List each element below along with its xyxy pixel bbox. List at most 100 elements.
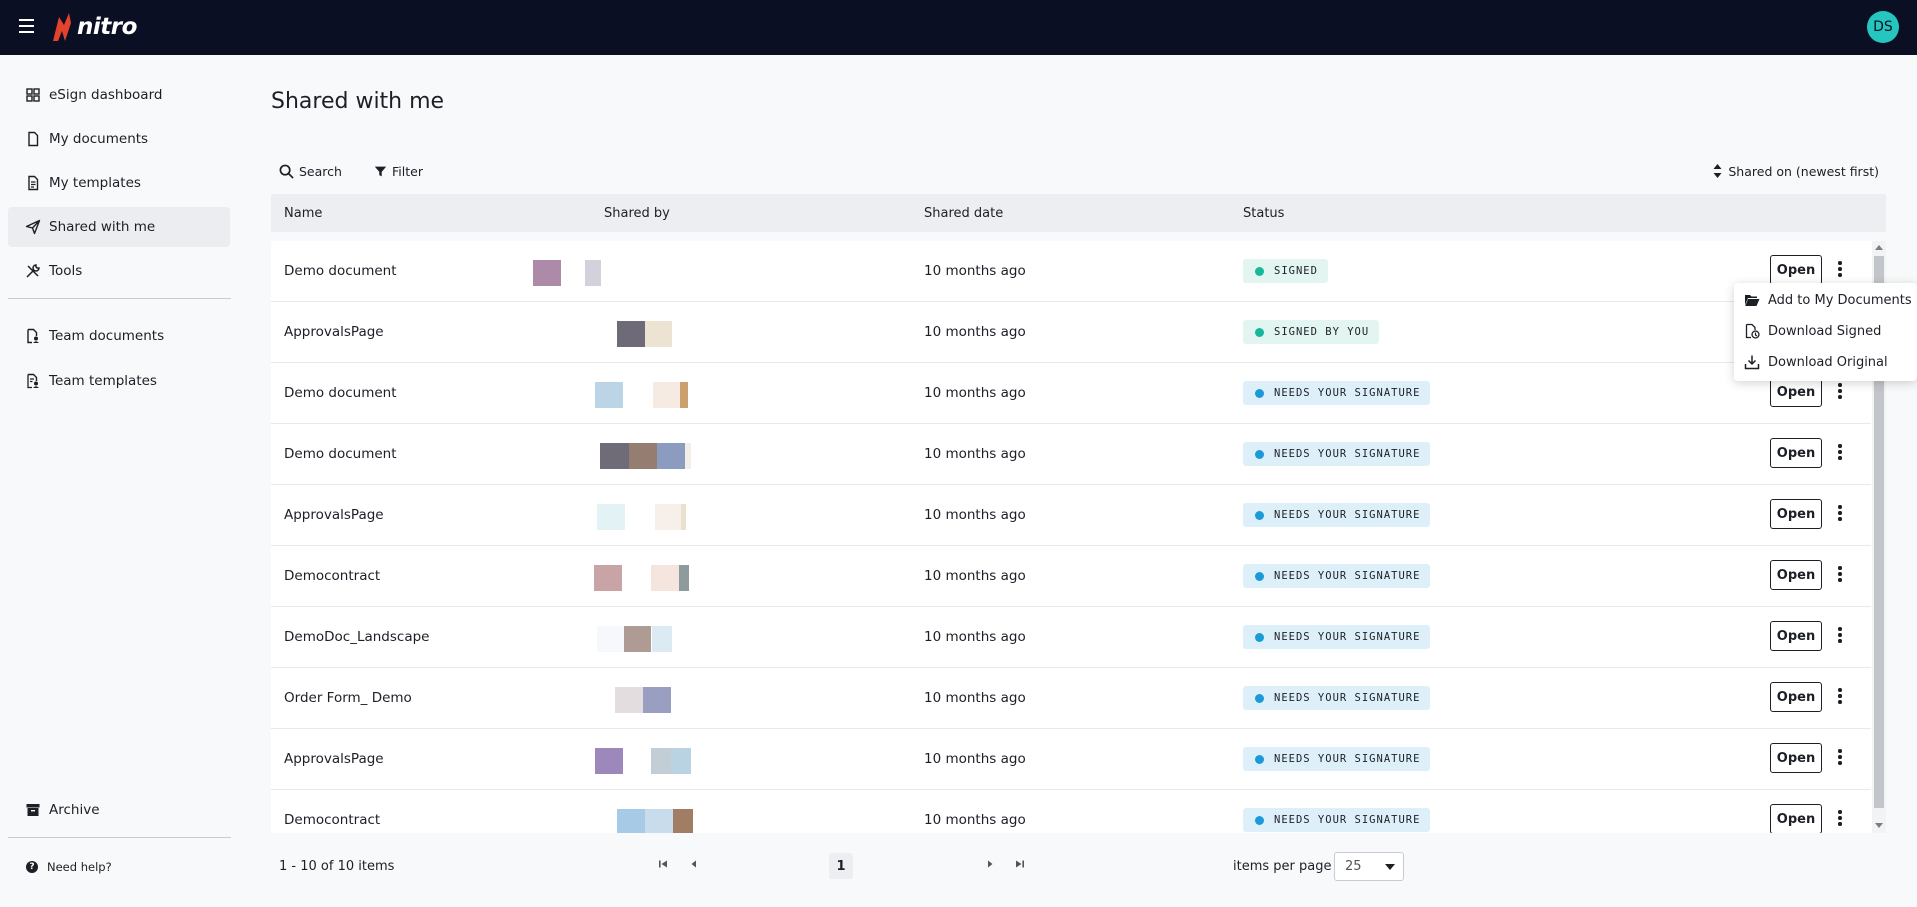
sidebar-item-shared-with-me[interactable]: Shared with me xyxy=(8,207,230,247)
column-header-shared-date[interactable]: Shared date xyxy=(924,206,1004,221)
sidebar-item-archive[interactable]: Archive xyxy=(8,790,230,830)
kebab-dot xyxy=(1838,810,1842,814)
table-row[interactable]: ApprovalsPage 10 months ago NEEDS YOUR SIG… xyxy=(271,485,1871,546)
page-number-current[interactable]: 1 xyxy=(829,853,853,879)
column-header-name[interactable]: Name xyxy=(284,206,323,221)
kebab-dot xyxy=(1838,383,1842,387)
status-dot-icon xyxy=(1255,327,1264,337)
open-button[interactable]: Open xyxy=(1770,377,1822,407)
document-name: Order Form_ Demo xyxy=(284,690,412,706)
table-row[interactable]: DemoDoc_Landscape 10 months ago NEEDS YOUR… xyxy=(271,607,1871,668)
sidebar-item-my-templates[interactable]: My templates xyxy=(8,163,230,203)
first-page-icon[interactable] xyxy=(658,859,668,869)
pagination-bar: 1 - 10 of 10 items 1 items per page 25 xyxy=(271,845,1886,885)
sidebar-item-label: Team documents xyxy=(49,328,165,344)
download-original-menu-item[interactable]: Download Original xyxy=(1734,347,1917,377)
status-dot-icon xyxy=(1255,266,1264,276)
kebab-dot xyxy=(1838,505,1842,509)
sidebar-item-team-documents[interactable]: Team documents xyxy=(8,316,230,356)
table-row[interactable]: Demo document 10 months ago NEEDS YOUR SIG… xyxy=(271,363,1871,424)
items-per-page-value: 25 xyxy=(1345,859,1362,874)
more-options-icon[interactable] xyxy=(1834,562,1846,586)
status-text: NEEDS YOUR SIGNATURE xyxy=(1274,814,1421,826)
open-button[interactable]: Open xyxy=(1770,499,1822,529)
table-row[interactable]: Demo document 10 months ago NEEDS YOUR SIG… xyxy=(271,424,1871,485)
avatar-pixel xyxy=(585,260,601,286)
avatar-pixel xyxy=(595,382,623,408)
archive-icon xyxy=(26,804,40,816)
table-row[interactable]: Order Form_ Demo 10 months ago NEEDS YOUR … xyxy=(271,668,1871,729)
more-options-icon[interactable] xyxy=(1834,440,1846,464)
items-per-page-select[interactable]: 25 xyxy=(1334,852,1404,881)
user-avatar[interactable]: DS xyxy=(1867,11,1899,43)
more-options-icon[interactable] xyxy=(1834,379,1846,403)
scrollbar-thumb[interactable] xyxy=(1874,256,1884,808)
avatar-pixel xyxy=(617,809,645,833)
column-header-shared-by[interactable]: Shared by xyxy=(604,206,670,221)
open-button[interactable]: Open xyxy=(1770,621,1822,651)
avatar-pixel xyxy=(645,809,673,833)
scroll-down-arrow-icon[interactable] xyxy=(1875,823,1883,828)
sidebar-item-esign-dashboard[interactable]: eSign dashboard xyxy=(8,75,230,115)
status-badge: NEEDS YOUR SIGNATURE xyxy=(1243,564,1431,588)
avatar-pixel xyxy=(681,504,686,530)
document-name: Demo document xyxy=(284,446,397,462)
download-icon xyxy=(1744,355,1760,370)
search-label: Search xyxy=(299,163,342,179)
document-name: ApprovalsPage xyxy=(284,507,384,523)
more-options-icon[interactable] xyxy=(1834,806,1846,830)
table-row[interactable]: Demo document 10 months ago SIGNED Open xyxy=(271,241,1871,302)
download-signed-menu-item[interactable]: Download Signed xyxy=(1734,316,1917,346)
more-options-icon[interactable] xyxy=(1834,623,1846,647)
avatar-pixel xyxy=(671,748,691,774)
scroll-up-arrow-icon[interactable] xyxy=(1875,245,1883,250)
avatar-pixel xyxy=(652,626,672,652)
open-button[interactable]: Open xyxy=(1770,743,1822,773)
kebab-dot xyxy=(1838,450,1842,454)
open-button[interactable]: Open xyxy=(1770,804,1822,833)
sidebar-item-label: eSign dashboard xyxy=(49,87,163,103)
open-button[interactable]: Open xyxy=(1770,255,1822,285)
status-text: SIGNED xyxy=(1274,265,1318,277)
more-options-icon[interactable] xyxy=(1834,684,1846,708)
filter-button[interactable]: Filter xyxy=(374,160,423,182)
previous-page-icon[interactable] xyxy=(689,859,699,869)
open-button[interactable]: Open xyxy=(1770,560,1822,590)
team-template-icon xyxy=(27,373,39,389)
pagination-info: 1 - 10 of 10 items xyxy=(279,859,395,874)
table-row[interactable]: Democontract 10 months ago NEEDS YOUR SIGN… xyxy=(271,790,1871,833)
document-name: Democontract xyxy=(284,568,381,584)
status-badge: NEEDS YOUR SIGNATURE xyxy=(1243,381,1431,405)
more-options-icon[interactable] xyxy=(1834,745,1846,769)
table-row[interactable]: ApprovalsPage 10 months ago NEEDS YOUR SIG… xyxy=(271,729,1871,790)
add-to-my-documents-menu-item[interactable]: Add to My Documents xyxy=(1734,285,1917,315)
sidebar-item-my-documents[interactable]: My documents xyxy=(8,119,230,159)
sidebar-item-label: Archive xyxy=(49,802,100,818)
more-options-icon[interactable] xyxy=(1834,257,1846,281)
status-badge: NEEDS YOUR SIGNATURE xyxy=(1243,808,1431,832)
sort-button[interactable]: Shared on (newest first) xyxy=(1713,160,1879,182)
need-help-link[interactable]: ? Need help? xyxy=(26,860,112,874)
sidebar-item-tools[interactable]: Tools xyxy=(8,251,230,291)
more-options-icon[interactable] xyxy=(1834,501,1846,525)
sidebar-item-team-templates[interactable]: Team templates xyxy=(8,361,230,401)
avatar-pixel xyxy=(651,565,679,591)
kebab-dot xyxy=(1838,755,1842,759)
avatar-pixel xyxy=(651,748,671,774)
table-scrollbar[interactable] xyxy=(1872,241,1886,833)
last-page-icon[interactable] xyxy=(1015,859,1025,869)
open-button[interactable]: Open xyxy=(1770,682,1822,712)
next-page-icon[interactable] xyxy=(985,859,995,869)
shared-date: 10 months ago xyxy=(924,507,1026,523)
kebab-dot xyxy=(1838,389,1842,393)
column-header-status[interactable]: Status xyxy=(1243,206,1285,221)
document-name: Democontract xyxy=(284,812,381,828)
avatar-pixel xyxy=(645,321,672,347)
search-button[interactable]: Search xyxy=(279,160,342,182)
table-row[interactable]: Democontract 10 months ago NEEDS YOUR SIGN… xyxy=(271,546,1871,607)
hamburger-menu-icon[interactable] xyxy=(19,19,34,33)
open-button[interactable]: Open xyxy=(1770,438,1822,468)
avatar-pixel xyxy=(595,748,623,774)
nitro-logo[interactable]: nitro xyxy=(49,11,137,43)
